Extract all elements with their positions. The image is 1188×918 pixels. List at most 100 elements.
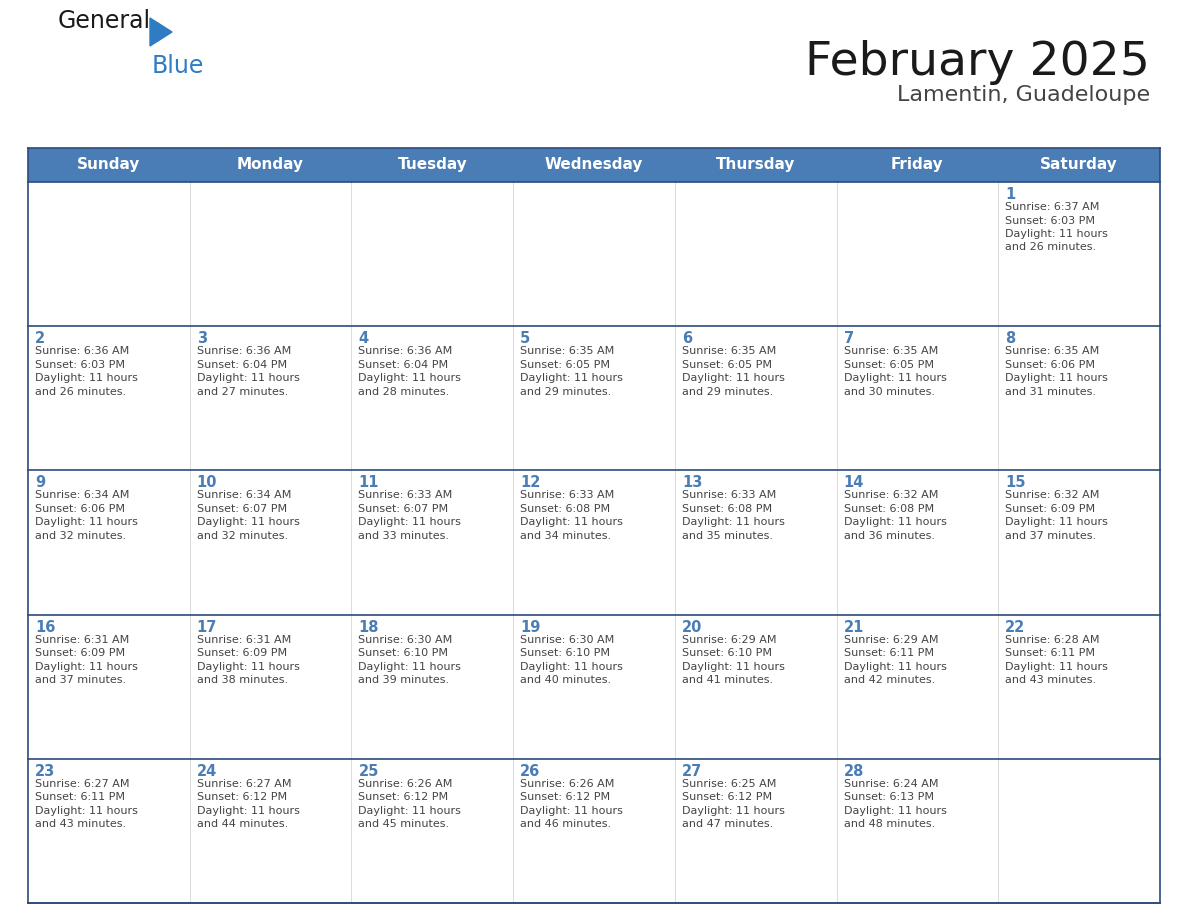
Bar	[836, 182, 998, 326]
Text: Sunset: 6:12 PM: Sunset: 6:12 PM	[682, 792, 772, 802]
Text: Daylight: 11 hours: Daylight: 11 hours	[197, 374, 299, 383]
Text: and 48 minutes.: and 48 minutes.	[843, 819, 935, 829]
Text: 3: 3	[197, 331, 207, 346]
Text: Sunset: 6:09 PM: Sunset: 6:09 PM	[1005, 504, 1095, 514]
Text: Sunrise: 6:27 AM: Sunrise: 6:27 AM	[197, 778, 291, 789]
Text: Sunset: 6:06 PM: Sunset: 6:06 PM	[34, 504, 125, 514]
Text: 5: 5	[520, 331, 530, 346]
Text: Sunset: 6:10 PM: Sunset: 6:10 PM	[520, 648, 611, 658]
Text: Daylight: 11 hours: Daylight: 11 hours	[34, 374, 138, 383]
Text: Sunrise: 6:34 AM: Sunrise: 6:34 AM	[197, 490, 291, 500]
Bar	[513, 470, 675, 614]
Text: Sunrise: 6:28 AM: Sunrise: 6:28 AM	[1005, 634, 1100, 644]
Text: Daylight: 11 hours: Daylight: 11 hours	[682, 662, 785, 672]
Text: Sunset: 6:07 PM: Sunset: 6:07 PM	[359, 504, 449, 514]
Bar	[190, 614, 352, 759]
Text: Daylight: 11 hours: Daylight: 11 hours	[1005, 229, 1108, 239]
Text: Daylight: 11 hours: Daylight: 11 hours	[1005, 374, 1108, 383]
Text: and 31 minutes.: and 31 minutes.	[1005, 386, 1097, 397]
Text: Sunrise: 6:36 AM: Sunrise: 6:36 AM	[359, 346, 453, 356]
Bar	[352, 470, 513, 614]
Bar	[513, 759, 675, 903]
Text: Sunrise: 6:31 AM: Sunrise: 6:31 AM	[197, 634, 291, 644]
Text: 2: 2	[34, 331, 45, 346]
Text: and 38 minutes.: and 38 minutes.	[197, 675, 287, 685]
Text: Sunrise: 6:29 AM: Sunrise: 6:29 AM	[682, 634, 776, 644]
Text: Sunrise: 6:26 AM: Sunrise: 6:26 AM	[359, 778, 453, 789]
Text: 8: 8	[1005, 331, 1016, 346]
Bar	[29, 614, 190, 759]
Bar	[675, 182, 836, 326]
Text: and 28 minutes.: and 28 minutes.	[359, 386, 450, 397]
Text: Friday: Friday	[891, 158, 943, 173]
Text: General: General	[58, 9, 151, 33]
Text: February 2025: February 2025	[805, 40, 1150, 85]
Text: Daylight: 11 hours: Daylight: 11 hours	[197, 662, 299, 672]
Text: 7: 7	[843, 331, 854, 346]
Text: Daylight: 11 hours: Daylight: 11 hours	[843, 518, 947, 528]
Bar	[190, 182, 352, 326]
Text: 9: 9	[34, 476, 45, 490]
Text: Daylight: 11 hours: Daylight: 11 hours	[1005, 662, 1108, 672]
Text: and 37 minutes.: and 37 minutes.	[34, 675, 126, 685]
Text: and 37 minutes.: and 37 minutes.	[1005, 531, 1097, 541]
Text: 15: 15	[1005, 476, 1025, 490]
Text: Sunday: Sunday	[77, 158, 140, 173]
Text: Sunset: 6:12 PM: Sunset: 6:12 PM	[520, 792, 611, 802]
Text: Sunset: 6:05 PM: Sunset: 6:05 PM	[843, 360, 934, 370]
Text: Thursday: Thursday	[716, 158, 796, 173]
Text: and 33 minutes.: and 33 minutes.	[359, 531, 449, 541]
Text: Sunset: 6:06 PM: Sunset: 6:06 PM	[1005, 360, 1095, 370]
Bar	[998, 326, 1159, 470]
Bar	[998, 182, 1159, 326]
Text: and 47 minutes.: and 47 minutes.	[682, 819, 773, 829]
Text: Daylight: 11 hours: Daylight: 11 hours	[1005, 518, 1108, 528]
Text: and 26 minutes.: and 26 minutes.	[1005, 242, 1097, 252]
Bar	[29, 326, 190, 470]
Text: Daylight: 11 hours: Daylight: 11 hours	[682, 518, 785, 528]
Text: Sunrise: 6:30 AM: Sunrise: 6:30 AM	[520, 634, 614, 644]
Text: Sunset: 6:05 PM: Sunset: 6:05 PM	[520, 360, 611, 370]
Text: Sunset: 6:11 PM: Sunset: 6:11 PM	[1005, 648, 1095, 658]
Text: 6: 6	[682, 331, 691, 346]
Text: 22: 22	[1005, 620, 1025, 634]
Text: Sunrise: 6:30 AM: Sunrise: 6:30 AM	[359, 634, 453, 644]
Text: Sunrise: 6:32 AM: Sunrise: 6:32 AM	[843, 490, 939, 500]
Bar	[675, 614, 836, 759]
Text: Sunrise: 6:36 AM: Sunrise: 6:36 AM	[197, 346, 291, 356]
Text: and 30 minutes.: and 30 minutes.	[843, 386, 935, 397]
Text: and 32 minutes.: and 32 minutes.	[197, 531, 287, 541]
Text: 21: 21	[843, 620, 864, 634]
Text: Sunset: 6:04 PM: Sunset: 6:04 PM	[197, 360, 286, 370]
Text: and 45 minutes.: and 45 minutes.	[359, 819, 449, 829]
Text: Daylight: 11 hours: Daylight: 11 hours	[359, 374, 461, 383]
Bar	[29, 148, 1159, 182]
Bar	[513, 614, 675, 759]
Text: Sunrise: 6:24 AM: Sunrise: 6:24 AM	[843, 778, 939, 789]
Bar	[29, 759, 190, 903]
Text: and 29 minutes.: and 29 minutes.	[682, 386, 773, 397]
Bar	[352, 182, 513, 326]
Text: 1: 1	[1005, 187, 1016, 202]
Text: Sunset: 6:03 PM: Sunset: 6:03 PM	[1005, 216, 1095, 226]
Text: Sunset: 6:11 PM: Sunset: 6:11 PM	[34, 792, 125, 802]
Text: Daylight: 11 hours: Daylight: 11 hours	[197, 518, 299, 528]
Bar	[836, 326, 998, 470]
Text: Daylight: 11 hours: Daylight: 11 hours	[520, 518, 623, 528]
Text: 24: 24	[197, 764, 217, 778]
Text: 18: 18	[359, 620, 379, 634]
Text: Sunrise: 6:35 AM: Sunrise: 6:35 AM	[1005, 346, 1100, 356]
Bar	[190, 326, 352, 470]
Text: Daylight: 11 hours: Daylight: 11 hours	[843, 806, 947, 816]
Text: 27: 27	[682, 764, 702, 778]
Text: Sunset: 6:09 PM: Sunset: 6:09 PM	[34, 648, 125, 658]
Text: Sunrise: 6:36 AM: Sunrise: 6:36 AM	[34, 346, 129, 356]
Bar	[836, 470, 998, 614]
Text: Daylight: 11 hours: Daylight: 11 hours	[34, 518, 138, 528]
Bar	[513, 182, 675, 326]
Bar	[352, 759, 513, 903]
Text: 23: 23	[34, 764, 56, 778]
Text: 20: 20	[682, 620, 702, 634]
Text: Monday: Monday	[238, 158, 304, 173]
Text: Sunset: 6:03 PM: Sunset: 6:03 PM	[34, 360, 125, 370]
